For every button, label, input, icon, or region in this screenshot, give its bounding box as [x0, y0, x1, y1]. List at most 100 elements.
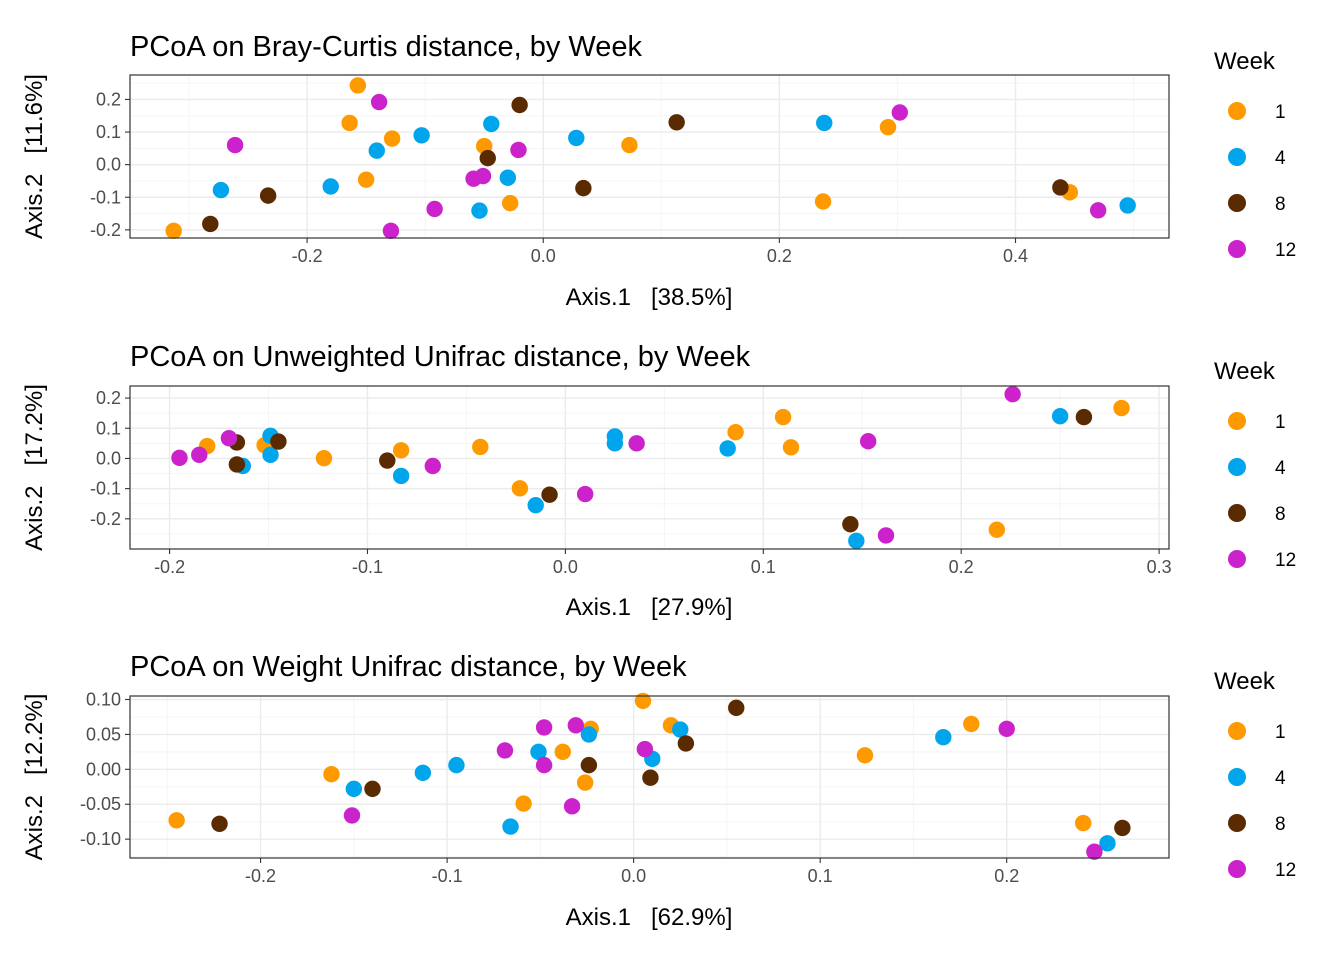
data-point-week-12 [891, 104, 909, 121]
data-point-week-1 [774, 408, 792, 426]
plot-background [130, 75, 1169, 238]
data-point-week-4 [413, 127, 430, 144]
y-tick-label: -0.2 [90, 509, 121, 529]
data-point-week-4 [1119, 197, 1136, 214]
plot-border [129, 695, 1170, 859]
y-tick-label: 0.0 [96, 155, 121, 175]
x-tick-label: 0.2 [994, 866, 1019, 886]
data-point-week-4 [719, 440, 736, 457]
legend-key-week-1 [1228, 722, 1246, 740]
data-point-week-4 [368, 142, 385, 159]
data-point-week-12 [382, 222, 400, 240]
data-point-week-1 [634, 692, 652, 710]
data-point-week-4 [448, 756, 465, 774]
data-point-week-4 [527, 497, 544, 514]
data-point-week-4 [935, 728, 952, 746]
data-point-week-4 [848, 532, 865, 550]
legend-label: 1 [1275, 722, 1286, 743]
data-point-week-12 [859, 433, 877, 450]
y-axis-label: Axis.2 [12.2%] [21, 694, 48, 861]
chart-title: PCoA on Unweighted Unifrac distance, by … [130, 341, 751, 373]
data-point-week-12 [1086, 843, 1103, 860]
legend: Week 1 4 8 12 [1214, 668, 1296, 881]
data-point-week-4 [345, 780, 363, 798]
data-point-week-1 [472, 438, 489, 456]
legend-label: 1 [1275, 102, 1286, 123]
data-points [165, 77, 1136, 240]
legend-label: 8 [1275, 814, 1286, 835]
chart-panels: -0.2 0.0 0.2 0.4 -0.2 -0.1 0.0 0.1 0.2 PCoA on Br… [21, 31, 1296, 931]
x-tick-label: 0.1 [808, 866, 833, 886]
y-tick-label: 0.05 [86, 724, 121, 744]
legend-label: 4 [1275, 148, 1286, 169]
data-point-week-4 [212, 181, 230, 199]
data-point-week-12 [535, 756, 553, 774]
x-tick-label: 0.1 [751, 557, 776, 577]
data-point-week-8 [364, 780, 381, 798]
data-point-week-1 [621, 136, 638, 154]
data-point-week-12 [171, 449, 188, 467]
data-point-week-12 [343, 807, 361, 824]
data-point-week-12 [226, 136, 244, 154]
data-point-week-4 [392, 467, 410, 485]
x-tick-label: 0.2 [949, 557, 974, 577]
data-point-week-12 [636, 740, 654, 758]
data-point-week-12 [628, 435, 645, 452]
legend: Week 1 4 8 12 [1214, 358, 1296, 571]
chart-title: PCoA on Bray-Curtis distance, by Week [130, 31, 643, 63]
chart-title: PCoA on Weight Unifrac distance, by Week [130, 651, 687, 683]
data-point-week-1 [814, 193, 832, 210]
x-axis-label: Axis.1 [27.9%] [566, 594, 733, 621]
data-point-week-1 [341, 114, 358, 132]
data-point-week-12 [424, 457, 441, 475]
x-tick-label: 0.3 [1147, 557, 1172, 577]
x-tick-label: -0.1 [432, 866, 463, 886]
y-axis-label: Axis.2 [11.6%] [21, 74, 48, 239]
data-point-week-4 [1051, 407, 1069, 425]
data-point-week-12 [510, 141, 527, 159]
legend-label: 12 [1275, 240, 1296, 261]
x-axis-label: Axis.1 [38.5%] [566, 284, 733, 311]
data-point-week-1 [963, 715, 980, 733]
data-point-week-8 [202, 215, 219, 233]
data-point-week-12 [474, 167, 492, 185]
legend-label: 8 [1275, 194, 1286, 215]
data-point-week-1 [782, 439, 800, 456]
data-point-week-8 [270, 433, 287, 450]
data-point-week-1 [383, 130, 401, 147]
y-tick-label: -0.05 [80, 794, 121, 814]
data-point-week-8 [479, 149, 496, 167]
legend-label: 4 [1275, 768, 1286, 789]
data-point-week-8 [728, 699, 745, 717]
data-point-week-4 [499, 169, 517, 186]
data-point-week-12 [496, 742, 514, 759]
chart-panel-3: -0.2 -0.1 0.0 0.1 0.2 -0.10 -0.05 0.00 0.05 0.10 P… [21, 651, 1296, 931]
x-tick-label: -0.2 [292, 246, 323, 266]
legend-title: Week [1214, 48, 1276, 75]
data-point-week-12 [563, 798, 581, 815]
x-tick-label: 0.4 [1003, 246, 1028, 266]
data-point-week-4 [322, 178, 339, 195]
data-point-week-1 [988, 521, 1006, 538]
data-points [168, 692, 1131, 860]
y-tick-label: -0.10 [80, 829, 121, 849]
data-point-week-12 [370, 93, 388, 111]
y-tick-label: 0.0 [96, 448, 121, 468]
data-point-week-1 [1113, 399, 1130, 417]
data-point-week-12 [220, 430, 238, 447]
data-point-week-8 [668, 114, 685, 131]
data-point-week-4 [1099, 835, 1116, 852]
chart-panel-1: -0.2 0.0 0.2 0.4 -0.2 -0.1 0.0 0.1 0.2 PCoA on Br… [21, 31, 1296, 311]
data-point-week-1 [165, 222, 182, 240]
legend-key-week-8 [1228, 194, 1246, 212]
data-point-week-8 [1075, 408, 1093, 426]
legend-label: 12 [1275, 860, 1296, 881]
data-point-week-8 [575, 179, 592, 197]
plot-border [129, 74, 1170, 239]
data-point-week-12 [1004, 385, 1021, 403]
y-tick-label: -0.2 [90, 220, 121, 240]
y-tick-label: 0.00 [86, 759, 121, 779]
data-point-week-8 [541, 486, 558, 503]
legend-key-week-12 [1228, 550, 1246, 568]
